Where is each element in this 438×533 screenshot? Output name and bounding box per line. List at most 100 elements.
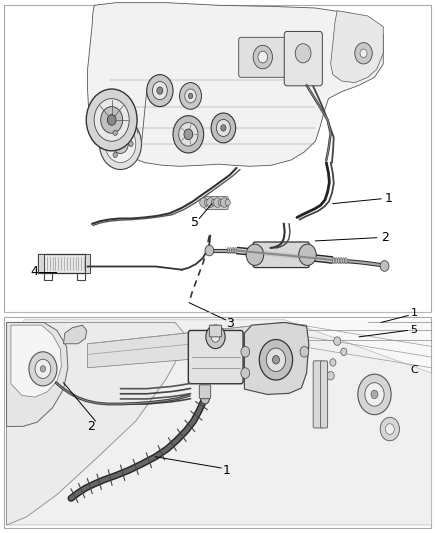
Circle shape xyxy=(107,115,116,125)
Circle shape xyxy=(258,51,268,63)
Ellipse shape xyxy=(234,247,236,254)
Circle shape xyxy=(355,43,372,64)
Circle shape xyxy=(365,383,384,406)
Ellipse shape xyxy=(345,257,347,264)
Circle shape xyxy=(266,348,286,372)
Circle shape xyxy=(205,245,214,256)
Circle shape xyxy=(341,348,347,356)
Circle shape xyxy=(295,44,311,63)
Polygon shape xyxy=(7,320,431,525)
Circle shape xyxy=(212,199,217,206)
Circle shape xyxy=(173,116,204,153)
Circle shape xyxy=(246,244,264,265)
Circle shape xyxy=(205,199,210,206)
Polygon shape xyxy=(244,322,309,394)
Circle shape xyxy=(334,337,341,345)
Circle shape xyxy=(105,125,136,163)
Circle shape xyxy=(87,117,97,130)
FancyBboxPatch shape xyxy=(199,385,211,399)
Circle shape xyxy=(129,141,133,147)
FancyBboxPatch shape xyxy=(188,330,243,384)
Circle shape xyxy=(253,45,272,69)
Polygon shape xyxy=(7,322,188,525)
Circle shape xyxy=(211,113,236,143)
FancyBboxPatch shape xyxy=(4,317,431,528)
Circle shape xyxy=(147,75,173,107)
FancyBboxPatch shape xyxy=(239,37,287,77)
Circle shape xyxy=(188,93,193,99)
Circle shape xyxy=(330,359,336,366)
Circle shape xyxy=(241,368,250,378)
Circle shape xyxy=(94,99,129,141)
Polygon shape xyxy=(88,3,383,166)
Polygon shape xyxy=(88,322,307,368)
FancyBboxPatch shape xyxy=(313,361,322,428)
Circle shape xyxy=(225,199,230,206)
Text: 5: 5 xyxy=(191,216,199,229)
Circle shape xyxy=(360,49,367,58)
Polygon shape xyxy=(331,11,383,83)
Text: 1: 1 xyxy=(410,309,417,318)
Circle shape xyxy=(201,393,209,404)
Circle shape xyxy=(184,129,193,140)
Circle shape xyxy=(152,82,167,100)
FancyBboxPatch shape xyxy=(284,31,322,86)
Text: 2: 2 xyxy=(87,420,95,433)
Circle shape xyxy=(113,152,117,158)
Ellipse shape xyxy=(340,257,342,264)
Circle shape xyxy=(380,417,399,441)
Circle shape xyxy=(40,366,46,372)
Ellipse shape xyxy=(227,247,229,254)
FancyBboxPatch shape xyxy=(253,242,309,268)
Circle shape xyxy=(220,198,228,207)
FancyBboxPatch shape xyxy=(85,254,90,273)
Circle shape xyxy=(241,346,250,357)
Ellipse shape xyxy=(230,247,231,254)
Text: 3: 3 xyxy=(226,317,234,330)
Circle shape xyxy=(300,346,309,357)
Circle shape xyxy=(113,130,117,135)
Circle shape xyxy=(259,340,293,380)
Circle shape xyxy=(358,374,391,415)
Circle shape xyxy=(385,424,394,434)
FancyBboxPatch shape xyxy=(205,197,228,209)
Polygon shape xyxy=(7,320,431,525)
Circle shape xyxy=(213,198,221,207)
Text: C: C xyxy=(410,366,418,375)
Circle shape xyxy=(113,134,128,154)
FancyBboxPatch shape xyxy=(38,254,87,273)
Circle shape xyxy=(218,199,223,206)
Circle shape xyxy=(207,198,215,207)
FancyBboxPatch shape xyxy=(209,325,222,337)
Polygon shape xyxy=(64,325,87,344)
FancyBboxPatch shape xyxy=(321,361,328,428)
Circle shape xyxy=(272,356,279,364)
Ellipse shape xyxy=(338,257,340,264)
FancyBboxPatch shape xyxy=(38,254,44,273)
FancyBboxPatch shape xyxy=(4,5,431,312)
Circle shape xyxy=(371,390,378,399)
Circle shape xyxy=(299,244,316,265)
Polygon shape xyxy=(11,325,61,397)
Circle shape xyxy=(29,352,57,386)
Circle shape xyxy=(157,87,163,94)
Circle shape xyxy=(118,141,123,147)
Ellipse shape xyxy=(335,257,337,264)
Circle shape xyxy=(101,107,123,133)
Circle shape xyxy=(327,372,334,380)
Ellipse shape xyxy=(333,257,335,264)
Circle shape xyxy=(86,89,137,151)
Circle shape xyxy=(180,83,201,109)
Circle shape xyxy=(221,125,226,131)
Circle shape xyxy=(185,89,196,103)
Polygon shape xyxy=(7,322,68,426)
Ellipse shape xyxy=(232,247,234,254)
Circle shape xyxy=(380,261,389,271)
Text: 1: 1 xyxy=(385,192,393,205)
Ellipse shape xyxy=(343,257,345,264)
Circle shape xyxy=(216,119,230,136)
Text: 2: 2 xyxy=(381,231,389,244)
Text: 4: 4 xyxy=(30,265,38,278)
Circle shape xyxy=(179,123,198,146)
Text: 5: 5 xyxy=(410,326,417,335)
